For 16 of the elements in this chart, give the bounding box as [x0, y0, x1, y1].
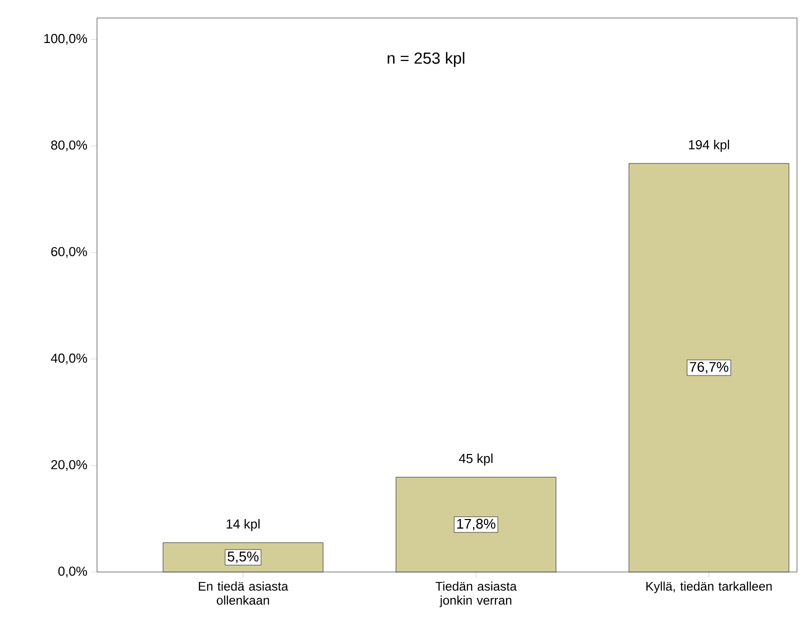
y-tick-label: 60,0%	[51, 247, 88, 258]
x-tick-label: Kyllä, tiedän tarkalleen	[646, 582, 772, 594]
data-label: 76,7%	[690, 362, 728, 374]
y-tick-label: 80,0%	[51, 140, 88, 152]
x-tick-label: Tiedän asiasta jonkin verran	[436, 582, 517, 608]
y-tick-label: 0,0%	[58, 566, 88, 578]
annotation: 14 kpl	[226, 519, 260, 532]
annotation: 194 kpl	[688, 140, 730, 152]
y-tick-label: 100,0%	[44, 34, 88, 45]
text: n = 253 kpl	[388, 52, 464, 68]
data-label: 5,5%	[228, 552, 259, 564]
data-label: 17,8%	[457, 518, 496, 530]
y-tick-label: 40,0%	[50, 354, 88, 364]
y-tick-label: 20,0%	[51, 460, 88, 471]
x-tick-label: En tiedä asiasta ollenkaan	[198, 582, 288, 605]
annotation: 45 kpl	[458, 454, 492, 466]
